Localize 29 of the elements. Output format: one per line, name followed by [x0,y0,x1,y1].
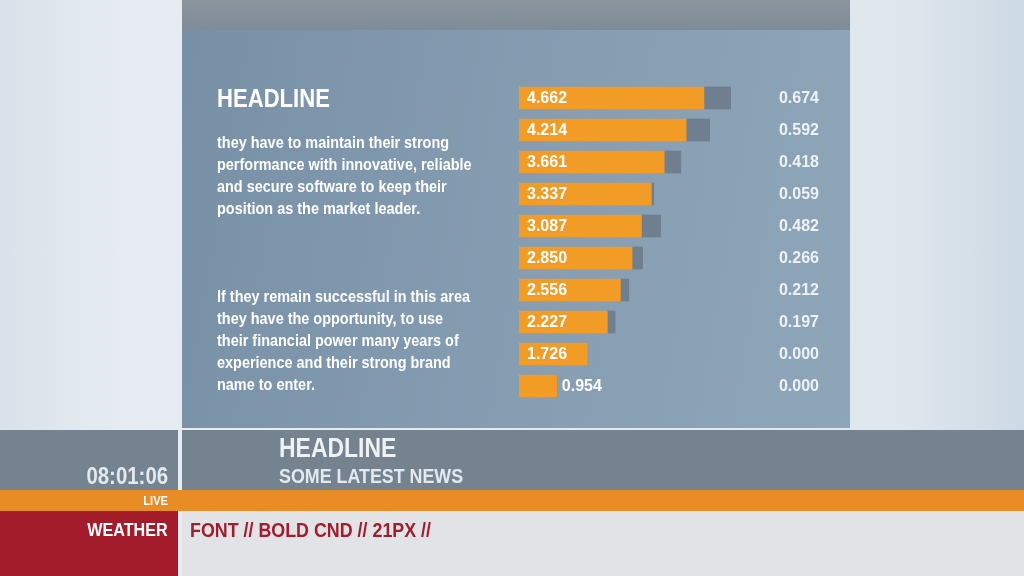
data-label: 0.674 [778,89,820,107]
data-label: 3.337 [527,185,568,203]
data-label: 0.197 [778,313,820,331]
data-label: 0.418 [778,153,820,171]
data-label: 0.266 [778,249,820,267]
text: HEADLINE [279,433,397,464]
data-label: 1.726 [527,345,568,363]
data-label: 0.482 [778,217,820,235]
data-label: 0.059 [778,185,820,203]
text: LIVE [143,493,168,508]
text: 08:01:06 [86,462,168,490]
data-label: 0.212 [778,281,820,299]
data-label: 4.662 [527,89,568,107]
text: WEATHER [87,519,168,541]
data-label: 2.227 [527,313,568,331]
text: If they remain successful in this area they have the opportunity, to use their financial power many years of experience and their strong brand name to enter. [217,286,471,396]
data-label: 0.592 [778,121,820,139]
data-label: 3.087 [527,217,568,235]
data-label: 2.850 [527,249,568,267]
data-label: 4.214 [527,121,568,139]
text: SOME LATEST NEWS [279,464,464,488]
text: HEADLINE [217,83,330,114]
text: they have to maintain their strong performance with innovative, reliable and secure software to keep their position as the market leader. [217,132,472,220]
data-label: 2.556 [527,281,568,299]
data-label: 3.661 [527,153,568,171]
data-label: 0.954 [561,377,602,395]
data-label: 0.000 [778,345,820,363]
text: FONT // BOLD CND // 21PX // [190,518,431,542]
data-label: 0.000 [778,377,820,395]
